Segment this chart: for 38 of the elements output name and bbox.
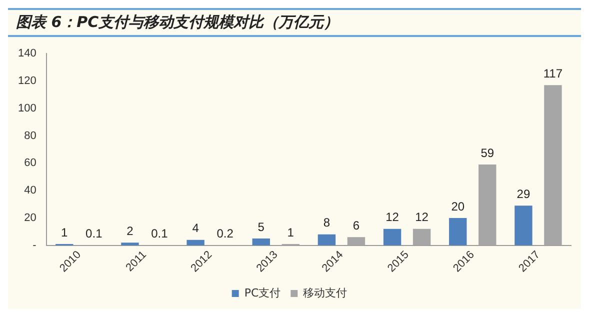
data-label: 0.2	[216, 226, 234, 240]
data-label: 8	[323, 216, 330, 230]
bar	[544, 85, 562, 246]
bar	[514, 206, 532, 246]
y-tick-label: 140	[18, 48, 36, 60]
y-tick-label: 100	[18, 102, 36, 114]
data-label: 0.1	[86, 226, 103, 241]
bar	[186, 240, 204, 246]
data-label: 59	[480, 146, 494, 160]
data-label: 2	[126, 224, 134, 238]
y-tick-label: 80	[24, 130, 36, 142]
bar	[318, 234, 336, 246]
chart-title: 图表 6：PC支付与移动支付规模对比（万亿元）	[8, 8, 581, 37]
data-label: 20	[451, 199, 465, 214]
data-label: 0.1	[151, 226, 168, 241]
bar	[478, 164, 496, 246]
data-label: 6	[352, 218, 360, 232]
data-label: 29	[516, 186, 530, 201]
legend-label: 移动支付	[303, 286, 348, 300]
y-tick-label: -	[32, 239, 37, 252]
bar	[412, 228, 431, 246]
legend-label: PC支付	[244, 286, 281, 300]
bar	[383, 228, 402, 246]
bar	[252, 238, 270, 246]
data-label: 1	[287, 225, 294, 240]
bar	[347, 237, 366, 246]
y-tick-label: 60	[24, 157, 36, 170]
data-label: 117	[543, 66, 563, 80]
data-label: 4	[192, 221, 200, 236]
data-label: 1	[61, 225, 68, 240]
y-tick-label: 40	[24, 184, 36, 197]
data-label: 12	[415, 210, 429, 224]
data-label: 12	[386, 210, 400, 224]
data-label: 5	[258, 220, 265, 234]
bar	[449, 218, 467, 246]
y-tick-label: 20	[24, 212, 36, 224]
y-tick-label: 120	[18, 75, 36, 88]
bar	[121, 242, 139, 246]
